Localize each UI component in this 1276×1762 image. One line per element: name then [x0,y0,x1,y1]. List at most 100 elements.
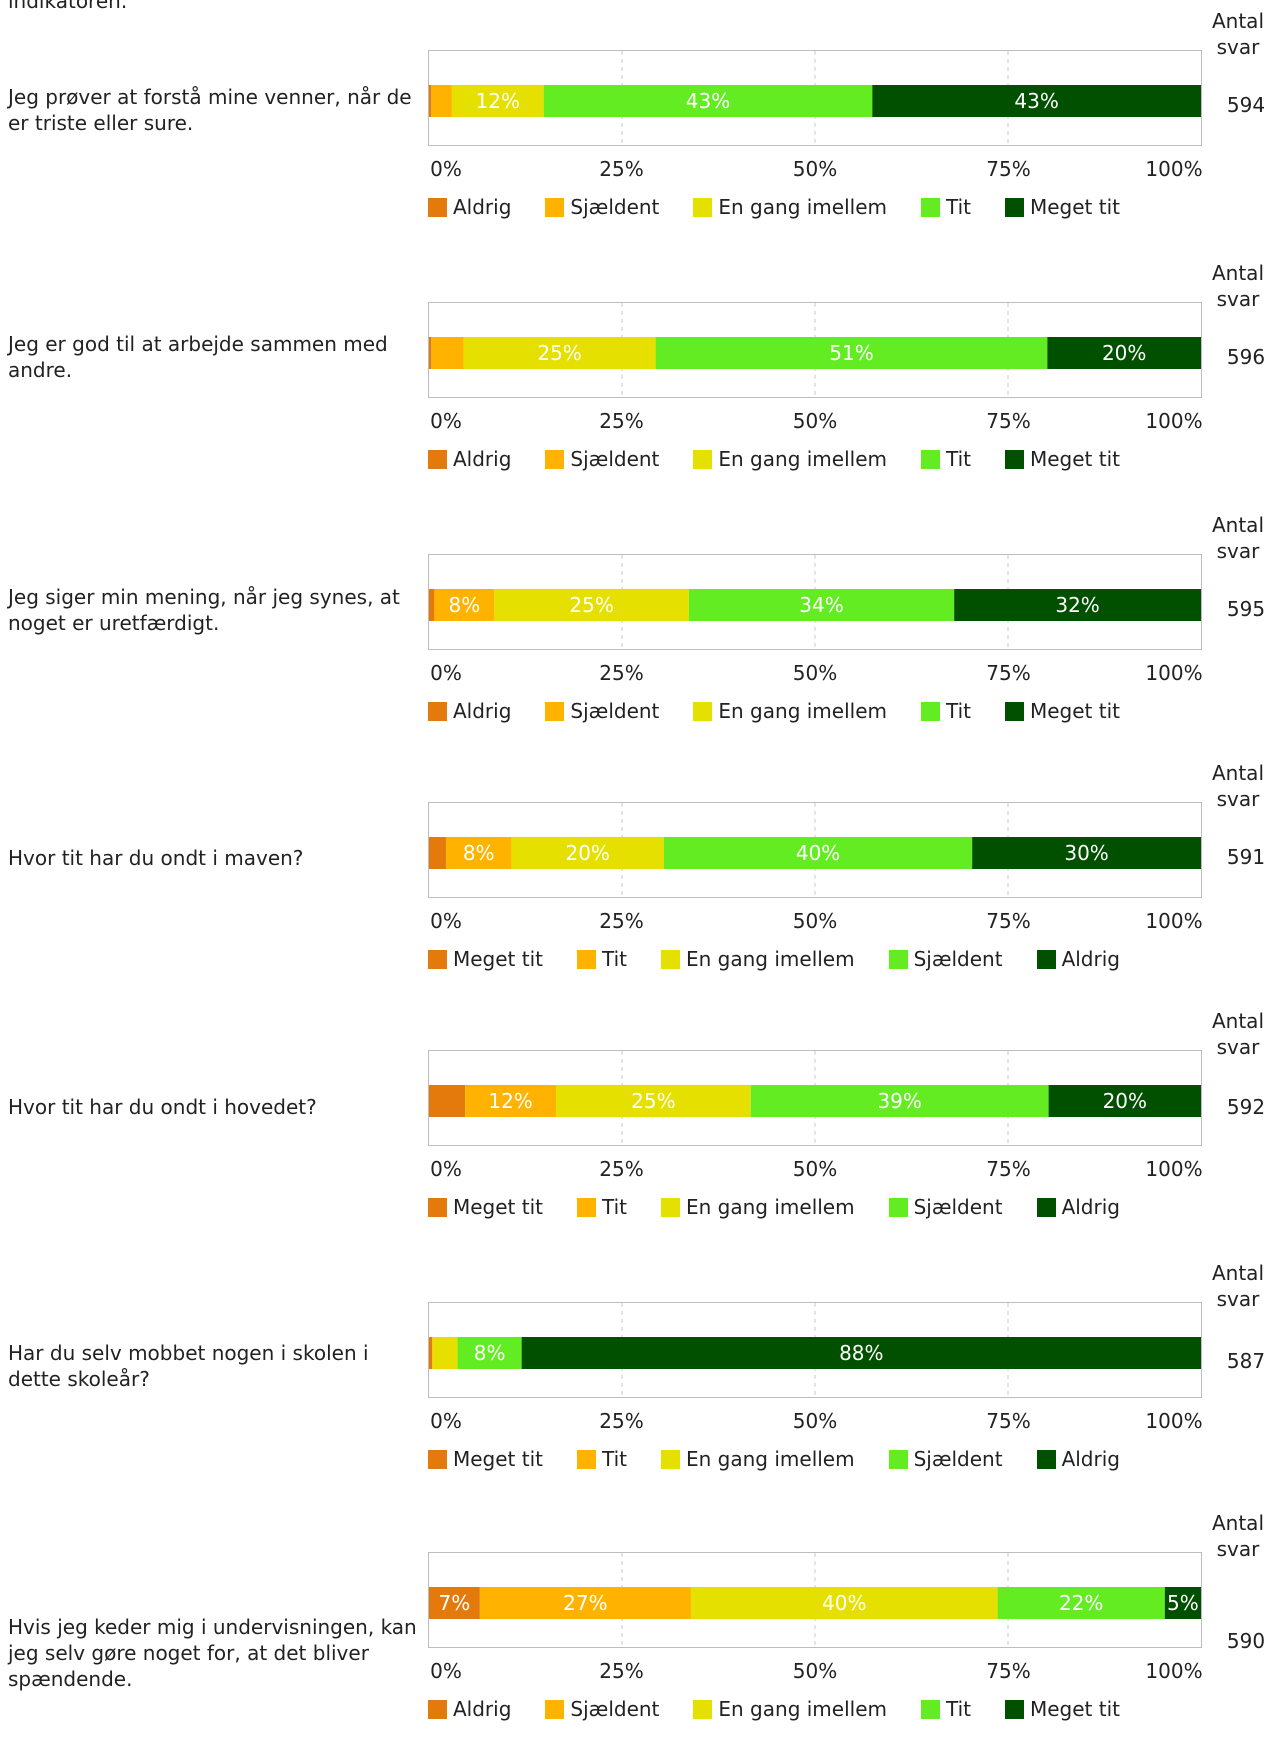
count-header: Antal svar [1211,1511,1264,1561]
legend-label: Meget tit [453,1447,543,1471]
legend: Meget tit Tit En gang imellem Sjældent Aldri… [428,1194,1154,1220]
tick-label: 75% [986,157,1031,181]
bar-label: 40% [796,841,840,865]
x-axis-ticks: 0% 25% 50% 75% 100% [428,1658,1202,1684]
legend-label: Meget tit [1029,447,1120,471]
legend-item: Meget tit [428,1194,543,1220]
stacked-bar-plot: 7% 27% 40% 22% 5% [428,1552,1202,1648]
bar-segment [655,337,1048,369]
stacked-bar-plot: 8% 25% 34% 32% [428,554,1202,650]
chart-block: Antal svar Har du selv mobbet nogen i sko… [0,1260,1276,1512]
tick-label: 75% [986,1659,1031,1683]
legend-label: Aldrig [453,447,512,471]
legend-swatch [428,949,447,969]
response-count: 590 [1226,1629,1266,1653]
legend-swatch [545,197,565,217]
legend-item: Aldrig [428,446,511,472]
bar-label: 7% [439,1591,471,1615]
legend-item: Aldrig [1036,946,1120,972]
tick-label: 25% [599,409,644,433]
x-axis-ticks: 0% 25% 50% 75% 100% [428,908,1202,934]
bar-segment [1048,1085,1201,1117]
legend-swatch [577,1449,596,1469]
bar-segment [663,837,973,869]
legend-label: Tit [945,699,971,723]
legend-swatch [428,701,447,721]
tick-label: 100% [1145,1659,1203,1683]
legend-swatch [577,949,596,969]
legend-item: Meget tit [1004,446,1120,472]
legend-label: Aldrig [1061,1195,1120,1219]
bar-segment [431,85,452,117]
bar-segment [688,589,955,621]
bar-segment [465,1085,556,1117]
bar-segment [429,1337,433,1369]
count-header: Antal svar [1211,513,1264,563]
bar-svg: 7% 27% 40% 22% 5% [429,1553,1201,1647]
bar-segment [1164,1587,1201,1619]
legend-swatch [1004,701,1024,721]
legend-item: En gang imellem [693,446,887,472]
legend-swatch [428,1197,447,1217]
tick-label: 100% [1145,409,1203,433]
legend-label: Tit [602,1447,627,1471]
legend-swatch [428,197,447,217]
bar-label: 51% [829,341,873,365]
legend-label: Sjældent [570,447,660,471]
legend-item: Tit [577,1446,627,1472]
bar-segment [511,837,664,869]
legend-swatch [888,1197,908,1217]
bar-segment [555,1085,751,1117]
tick-label: 0% [430,157,462,181]
legend-swatch [888,949,908,969]
legend-item: En gang imellem [693,194,887,220]
legend-swatch [428,1449,447,1469]
legend-swatch [920,197,940,217]
legend-label: Sjældent [570,1697,660,1721]
legend-swatch [920,1699,940,1719]
bar-svg: 12% 25% 39% 20% [429,1051,1201,1145]
legend-label: Meget tit [453,1195,543,1219]
legend: Aldrig Sjældent En gang imellem Tit Meget ti… [428,194,1154,220]
tick-label: 25% [599,1659,644,1683]
legend-item: Meget tit [428,1446,543,1472]
legend-swatch [693,701,713,721]
response-count: 592 [1226,1095,1266,1119]
legend-swatch [1036,1449,1056,1469]
legend-item: Aldrig [428,194,511,220]
legend-swatch [920,701,940,721]
tick-label: 100% [1145,1409,1203,1433]
x-axis-ticks: 0% 25% 50% 75% 100% [428,1156,1202,1182]
legend-item: En gang imellem [693,1696,887,1722]
legend-label: Aldrig [453,699,512,723]
legend-item: Sjældent [545,446,659,472]
legend-label: Aldrig [1061,1447,1120,1471]
legend-label: Tit [945,447,971,471]
tick-label: 50% [792,1659,838,1683]
legend-item: Sjældent [888,1194,1003,1220]
count-header: Antal svar [1211,261,1264,311]
question-text: Hvor tit har du ondt i hovedet? [8,1095,317,1119]
bar-label: 8% [463,841,495,865]
bar-label: 12% [488,1089,532,1113]
chart-block: Antal svar Hvor tit har du ondt i maven? 5… [0,760,1276,1012]
legend-item: Tit [920,446,971,472]
bar-label: 27% [563,1591,607,1615]
legend-label: Tit [945,1697,971,1721]
legend-item: Aldrig [1036,1446,1120,1472]
legend: Aldrig Sjældent En gang imellem Tit Meget ti… [428,446,1154,472]
bar-svg: 25% 51% 20% [429,303,1201,397]
legend-label: Sjældent [913,947,1003,971]
legend-item: Tit [577,946,627,972]
legend-item: Meget tit [1004,698,1120,724]
tick-label: 100% [1145,1157,1203,1181]
legend-swatch [661,1197,680,1217]
bar-label: 43% [1014,89,1058,113]
chart-block: Antal svar Hvor tit har du ondt i hovedet… [0,1008,1276,1260]
legend-swatch [428,449,447,469]
bar-svg: 8% 25% 34% 32% [429,555,1201,649]
legend-label: Sjældent [913,1447,1003,1471]
bar-label: 32% [1055,593,1099,617]
response-count: 595 [1226,597,1266,621]
question-text: Jeg prøver at forstå mine venner, når de… [8,85,412,135]
